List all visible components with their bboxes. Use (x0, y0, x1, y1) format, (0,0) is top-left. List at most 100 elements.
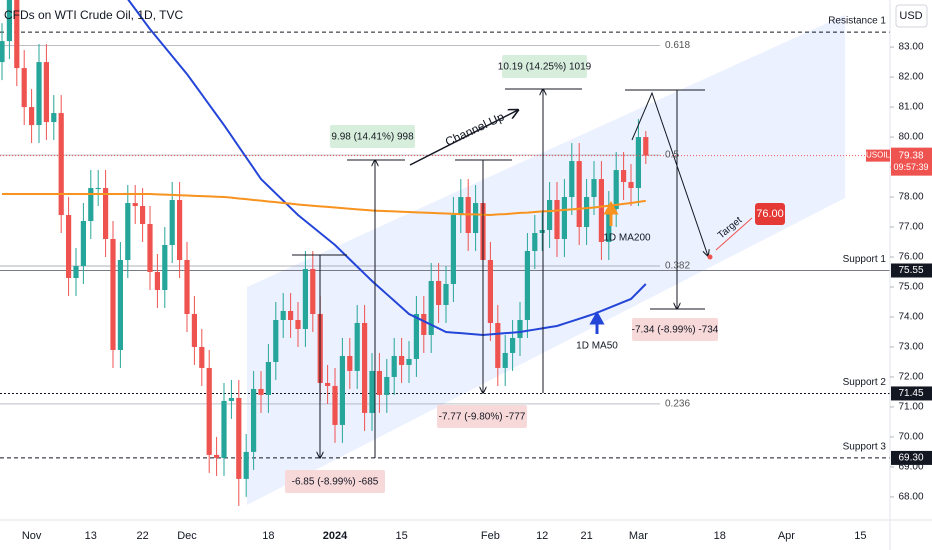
fib-label: 0.618 (665, 40, 690, 51)
x-tick-label: 22 (136, 530, 148, 542)
candle-body (502, 352, 508, 368)
currency: USD (899, 10, 922, 22)
candle-body (36, 62, 42, 126)
candle-body (428, 280, 434, 335)
candle-body (450, 215, 456, 284)
candle-body (110, 239, 116, 350)
candle-body (510, 337, 516, 353)
candle-body (339, 355, 345, 425)
candle-body (169, 200, 175, 246)
currency-box[interactable] (895, 4, 928, 28)
candle-body (66, 215, 72, 278)
candle-body (569, 161, 575, 198)
candle-body (162, 245, 168, 290)
candle-body (29, 107, 35, 126)
y-tick-label: 82.00 (898, 72, 923, 83)
ma50-arrow (589, 310, 605, 334)
candle-body (369, 370, 375, 413)
candle-body (273, 319, 279, 362)
candle-body (391, 355, 397, 377)
y-tick-label: 80.00 (898, 132, 923, 143)
level-price: 71.45 (898, 388, 923, 399)
candle-body (280, 310, 286, 320)
symbol: USOIL (866, 151, 891, 160)
y-tick-label: 68.00 (898, 492, 923, 503)
measure-box (330, 125, 415, 148)
candle-body (258, 388, 264, 395)
candle-body (21, 68, 27, 108)
candle-body (362, 322, 368, 413)
measure-box (632, 318, 718, 341)
candle-body (221, 400, 227, 458)
measure-label: -6.85 (-8.99%) -685 (292, 477, 379, 488)
candle-body (376, 370, 382, 395)
candle-body (547, 200, 553, 231)
channel (247, 15, 845, 505)
chart-title: CFDs on WTI Crude Oil, 1D, TVC (4, 8, 183, 22)
candle-body (191, 313, 197, 347)
last-price: 79.38 (898, 150, 923, 161)
candle-body (635, 137, 641, 189)
level-price: 75.55 (898, 265, 923, 276)
target-dot (707, 254, 713, 260)
measure-label: -7.34 (-8.99%) -734 (632, 325, 719, 336)
candle-body (154, 271, 160, 290)
x-tick-label: Nov (22, 530, 42, 542)
candle-body (443, 283, 449, 305)
candle-body (6, 0, 12, 42)
y-tick-label: 77.00 (898, 222, 923, 233)
candle-body (628, 182, 634, 189)
candle-body (517, 319, 523, 338)
candle-body (117, 260, 123, 350)
plot (0, 0, 890, 506)
candle-body (214, 454, 220, 458)
target-price: 76.00 (756, 208, 784, 220)
level-name: Support 1 (843, 254, 887, 265)
measure-box (437, 405, 527, 428)
candle-body (621, 170, 627, 183)
candle-body (103, 188, 109, 240)
candle-body (458, 197, 464, 216)
candle-body (199, 346, 205, 368)
fib-label: 0.236 (665, 399, 690, 410)
y-tick-label: 73.00 (898, 342, 923, 353)
fib-label: 0.382 (665, 261, 690, 272)
x-tick-label: 12 (536, 530, 548, 542)
candle-body (236, 397, 242, 479)
y-tick-label: 76.00 (898, 252, 923, 263)
x-tick-label: Apr (778, 530, 795, 542)
symbol-box (866, 149, 890, 162)
level-name: Support 2 (843, 377, 887, 388)
x-tick-label: Mar (629, 530, 648, 542)
ma200-arrow (603, 200, 619, 226)
level-price-box (891, 263, 932, 278)
candle-body (88, 188, 94, 222)
candle-body (643, 137, 649, 156)
y-tick-label: 72.00 (898, 372, 923, 383)
candle-body (58, 113, 64, 216)
candle-body (251, 388, 257, 452)
candle-body (354, 322, 360, 371)
candle-body (591, 179, 597, 198)
y-tick-label: 71.00 (898, 402, 923, 413)
ma-label: 1D MA50 (576, 341, 618, 352)
candle-body (0, 41, 5, 63)
y-tick-label: 78.00 (898, 192, 923, 203)
candle-body (613, 170, 619, 210)
candle-body (14, 0, 20, 69)
candle-body (561, 197, 567, 240)
y-tick-label: 74.00 (898, 312, 923, 323)
measure-tools (292, 89, 753, 458)
candle-body (421, 313, 427, 335)
candle-body (310, 268, 316, 314)
level-price-box (891, 386, 932, 401)
candle-body (80, 221, 86, 266)
candle-body (325, 382, 331, 386)
candle-body (243, 451, 249, 479)
candle-body (288, 310, 294, 320)
candle-body (125, 203, 131, 260)
candle-body (43, 62, 49, 123)
x-tick-label: 13 (85, 530, 97, 542)
measure-label: -7.77 (-9.80%) -777 (439, 412, 526, 423)
